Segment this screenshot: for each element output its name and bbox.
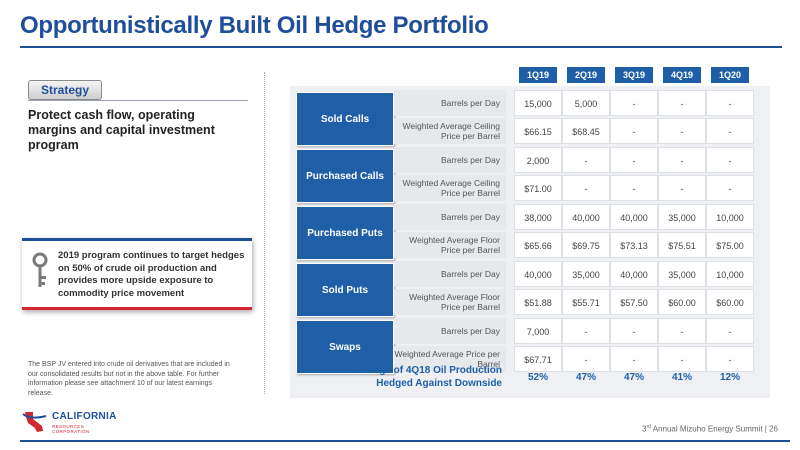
quarter-header-1q19: 1Q19 bbox=[518, 66, 558, 84]
table-cell: $66.15 bbox=[514, 118, 562, 144]
table-cell: - bbox=[610, 175, 658, 201]
table-cell: - bbox=[658, 90, 706, 116]
metric-label: Weighted Average Ceiling Price per Barre… bbox=[394, 118, 506, 144]
table-cell: - bbox=[706, 346, 754, 372]
table-cell: - bbox=[706, 147, 754, 173]
table-cell: - bbox=[706, 175, 754, 201]
callout-top-border bbox=[22, 238, 252, 241]
table-cell: 10,000 bbox=[706, 261, 754, 287]
table-cell: 5,000 bbox=[562, 90, 610, 116]
callout-bottom-border bbox=[22, 307, 252, 310]
quarter-header-1q20: 1Q20 bbox=[710, 66, 750, 84]
percentage-value: 47% bbox=[575, 372, 596, 383]
table-cell: - bbox=[610, 147, 658, 173]
table-cell: 15,000 bbox=[514, 90, 562, 116]
table-cell: 2,000 bbox=[514, 147, 562, 173]
percentage-value: 47% bbox=[623, 372, 644, 383]
table-cell: - bbox=[658, 175, 706, 201]
percentage-label: Percentage of 4Q18 Oil Production Hedged… bbox=[336, 365, 502, 389]
california-map-icon bbox=[22, 412, 47, 432]
footnote: The BSP JV entered into crude oil deriva… bbox=[28, 361, 230, 397]
table-cell: 7,000 bbox=[514, 318, 562, 344]
table-cell: - bbox=[562, 147, 610, 173]
metric-label: Weighted Average Price per Barrel bbox=[394, 346, 506, 372]
table-cell: - bbox=[562, 318, 610, 344]
table-cell: - bbox=[658, 147, 706, 173]
table-cell: - bbox=[562, 346, 610, 372]
table-cell: 35,000 bbox=[562, 261, 610, 287]
table-cell: $73.13 bbox=[610, 232, 658, 258]
table-cell: $69.75 bbox=[562, 232, 610, 258]
strategy-badge: Strategy bbox=[28, 80, 102, 100]
quarter-header-2q19: 2Q19 bbox=[566, 66, 606, 84]
percentage-value: 41% bbox=[671, 372, 692, 383]
page-number: 26 bbox=[769, 424, 778, 434]
table-cell: $55.71 bbox=[562, 289, 610, 315]
metric-label: Barrels per Day bbox=[394, 318, 506, 344]
callout-box: 2019 program continues to target hedges … bbox=[22, 238, 252, 310]
table-cell: 40,000 bbox=[562, 204, 610, 230]
table-cell: - bbox=[658, 318, 706, 344]
table-cell: 35,000 bbox=[658, 261, 706, 287]
quarter-header-4q19: 4Q19 bbox=[662, 66, 702, 84]
callout-text: 2019 program continues to target hedges … bbox=[58, 250, 245, 299]
footer-event-number: 3 bbox=[642, 424, 647, 434]
table-cell: $71.00 bbox=[514, 175, 562, 201]
metric-label: Weighted Average Floor Price per Barrel bbox=[394, 232, 506, 258]
table-cell: $60.00 bbox=[706, 289, 754, 315]
metric-label: Barrels per Day bbox=[394, 90, 506, 116]
strategy-rule bbox=[28, 100, 248, 101]
metric-label: Barrels per Day bbox=[394, 261, 506, 287]
table-cell: $75.51 bbox=[658, 232, 706, 258]
table-cell: $57.50 bbox=[610, 289, 658, 315]
table-cell: 35,000 bbox=[658, 204, 706, 230]
group-label-purchased-puts: Purchased Puts bbox=[296, 206, 394, 260]
table-cell: - bbox=[706, 118, 754, 144]
metric-label: Barrels per Day bbox=[394, 147, 506, 173]
table-cell: $60.00 bbox=[658, 289, 706, 315]
percentage-value: 12% bbox=[719, 372, 740, 383]
page-title: Opportunistically Built Oil Hedge Portfo… bbox=[20, 12, 489, 39]
footer: 3rd Annual Mizuho Energy Summit | 26 bbox=[642, 424, 778, 434]
logo-name: CALIFORNIA bbox=[52, 411, 117, 422]
footer-event-name: Annual Mizuho Energy Summit bbox=[650, 424, 763, 434]
metric-label: Weighted Average Floor Price per Barrel bbox=[394, 289, 506, 315]
footer-separator: | bbox=[764, 424, 767, 434]
key-icon bbox=[32, 252, 48, 287]
company-logo: CALIFORNIA RESOURCES CORPORATION bbox=[22, 408, 122, 436]
footer-event-suffix: rd bbox=[646, 424, 651, 430]
table-cell: - bbox=[706, 318, 754, 344]
table-cell: - bbox=[610, 346, 658, 372]
table-cell: - bbox=[706, 90, 754, 116]
strategy-text: Protect cash flow, operating margins and… bbox=[28, 108, 215, 152]
table-cell: $68.45 bbox=[562, 118, 610, 144]
table-cell: - bbox=[658, 346, 706, 372]
table-cell: - bbox=[562, 175, 610, 201]
table-cell: 40,000 bbox=[610, 261, 658, 287]
logo-subtitle: RESOURCES CORPORATION bbox=[52, 424, 90, 434]
table-cell: 40,000 bbox=[610, 204, 658, 230]
table-cell: - bbox=[610, 90, 658, 116]
table-cell: - bbox=[610, 118, 658, 144]
table-cell: $51.88 bbox=[514, 289, 562, 315]
group-label-purchased-calls: Purchased Calls bbox=[296, 149, 394, 203]
table-cell: - bbox=[658, 118, 706, 144]
bottom-rule bbox=[20, 440, 790, 442]
vertical-divider bbox=[264, 72, 265, 394]
table-cell: $67.71 bbox=[514, 346, 562, 372]
title-rule bbox=[20, 46, 782, 48]
percentage-value: 52% bbox=[527, 372, 548, 383]
table-cell: - bbox=[610, 318, 658, 344]
quarter-header-3q19: 3Q19 bbox=[614, 66, 654, 84]
group-label-sold-puts: Sold Puts bbox=[296, 263, 394, 317]
table-cell: $75.00 bbox=[706, 232, 754, 258]
group-label-sold-calls: Sold Calls bbox=[296, 92, 394, 146]
table-cell: 40,000 bbox=[514, 261, 562, 287]
table-cell: 38,000 bbox=[514, 204, 562, 230]
metric-label: Weighted Average Ceiling Price per Barre… bbox=[394, 175, 506, 201]
table-cell: $65.66 bbox=[514, 232, 562, 258]
table-cell: 10,000 bbox=[706, 204, 754, 230]
metric-label: Barrels per Day bbox=[394, 204, 506, 230]
group-label-swaps: Swaps bbox=[296, 320, 394, 374]
